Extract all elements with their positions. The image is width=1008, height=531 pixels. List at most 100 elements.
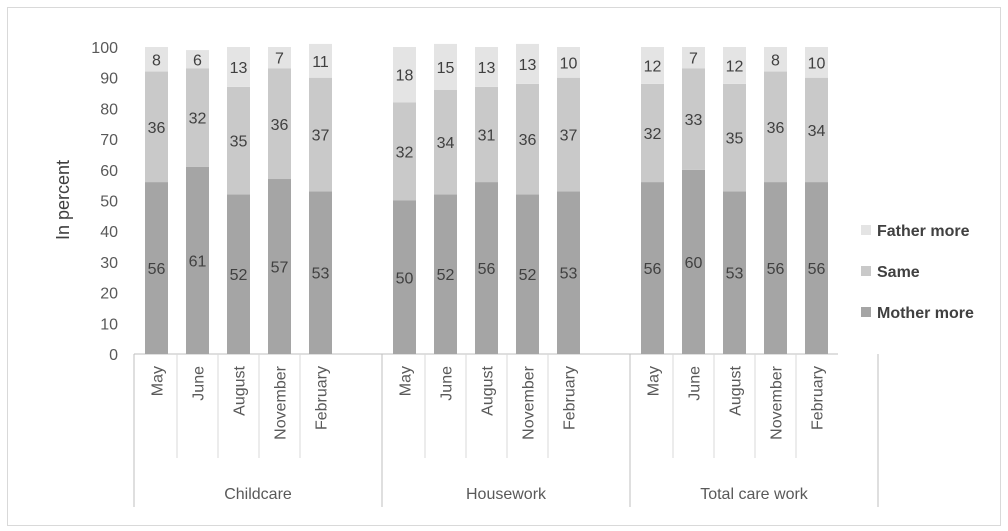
data-label: 31 <box>478 127 496 144</box>
data-label: 13 <box>519 57 537 74</box>
bar-segment-mother-more <box>557 191 580 354</box>
data-label: 12 <box>644 58 662 75</box>
data-label: 32 <box>189 111 207 128</box>
group-label: Housework <box>466 486 547 503</box>
data-label: 7 <box>275 51 284 68</box>
data-label: 57 <box>271 260 289 277</box>
data-label: 60 <box>685 255 703 272</box>
data-label: 11 <box>312 54 329 71</box>
bar-segment-mother-more <box>682 169 705 354</box>
group-label: Total care work <box>700 486 809 503</box>
data-label: 10 <box>808 55 826 72</box>
labels-layer: 56 36 8 May 61 32 6 June 52 35 13 August 57 36 7 Novemb… <box>148 51 827 503</box>
data-label: 18 <box>396 68 414 85</box>
data-label: 52 <box>519 267 537 284</box>
bar-segment-same <box>805 77 828 183</box>
legend-swatch <box>861 225 871 235</box>
bar-segment-father-more <box>434 43 457 90</box>
chart-frame <box>7 7 1001 526</box>
y-tick-label: 40 <box>100 224 118 241</box>
bar-segment-same <box>557 77 580 192</box>
data-label: 32 <box>396 144 414 161</box>
data-label: 6 <box>193 52 202 69</box>
data-label: 15 <box>437 60 455 77</box>
legend-swatch <box>861 307 871 317</box>
data-label: 36 <box>767 120 785 137</box>
category-label: February <box>562 366 579 430</box>
data-label: 56 <box>767 261 785 278</box>
category-label: May <box>398 366 415 396</box>
data-label: 34 <box>808 123 826 140</box>
bar-segment-same <box>145 71 168 183</box>
bar-segment-same <box>186 68 209 167</box>
category-label: June <box>687 366 704 401</box>
category-label: November <box>273 365 290 439</box>
bar-segment-same <box>475 86 498 183</box>
legend-label: Mother more <box>877 305 974 322</box>
y-tick-label: 60 <box>100 163 118 180</box>
legend-label: Father more <box>877 223 970 240</box>
category-label: November <box>521 365 538 439</box>
bar-segment-mother-more <box>516 194 539 354</box>
data-label: 52 <box>230 267 248 284</box>
legend: Father more Same Mother more <box>861 223 974 322</box>
bar-segment-father-more <box>268 47 291 69</box>
bars-layer <box>145 43 828 354</box>
data-label: 53 <box>560 266 578 283</box>
bar-segment-father-more <box>805 47 828 78</box>
bar-segment-father-more <box>145 47 168 72</box>
data-label: 52 <box>437 267 455 284</box>
data-label: 56 <box>808 261 826 278</box>
data-label: 8 <box>152 52 161 69</box>
legend-swatch <box>861 266 871 276</box>
bar-segment-same <box>723 83 746 192</box>
bar-segment-father-more <box>557 47 580 78</box>
bar-segment-father-more <box>764 47 787 72</box>
data-label: 37 <box>560 127 578 144</box>
bar-segment-father-more <box>227 47 250 87</box>
data-label: 33 <box>685 112 703 129</box>
bar-segment-mother-more <box>475 182 498 354</box>
category-label: May <box>646 366 663 396</box>
data-label: 35 <box>726 131 744 148</box>
data-label: 13 <box>478 60 496 77</box>
bar-segment-mother-more <box>186 166 209 354</box>
data-label: 32 <box>644 126 662 143</box>
bar-segment-father-more <box>641 47 664 84</box>
data-label: 10 <box>560 55 578 72</box>
category-label: August <box>232 365 249 415</box>
bar-segment-mother-more <box>393 200 416 354</box>
data-label: 50 <box>396 270 414 287</box>
data-label: 13 <box>230 60 248 77</box>
y-axis-title: In percent <box>53 160 73 240</box>
group-label: Childcare <box>224 486 292 503</box>
bar-segment-same <box>682 68 705 170</box>
data-label: 35 <box>230 134 248 151</box>
data-label: 37 <box>312 127 330 144</box>
data-label: 61 <box>189 253 207 270</box>
data-label: 12 <box>726 58 744 75</box>
bar-segment-same <box>764 71 787 183</box>
bar-segment-father-more <box>516 43 539 84</box>
bar-segment-same <box>393 102 416 201</box>
bar-segment-mother-more <box>268 179 291 354</box>
bar-segment-father-more <box>393 47 416 103</box>
category-label: August <box>728 365 745 415</box>
category-label: November <box>769 365 786 439</box>
y-tick-label: 70 <box>100 132 118 149</box>
data-label: 36 <box>148 120 166 137</box>
bar-segment-father-more <box>723 47 746 84</box>
bar-segment-same <box>641 83 664 183</box>
category-label: June <box>191 366 208 401</box>
y-tick-label: 90 <box>100 71 118 88</box>
y-tick-label: 0 <box>109 347 118 364</box>
y-tick-label: 10 <box>100 316 118 333</box>
bar-segment-mother-more <box>227 194 250 354</box>
bar-segment-mother-more <box>309 191 332 354</box>
category-label: February <box>314 366 331 430</box>
data-label: 34 <box>437 135 455 152</box>
bar-segment-same <box>516 83 539 195</box>
bar-segment-same <box>434 89 457 195</box>
bar-segment-mother-more <box>805 182 828 354</box>
y-tick-label: 20 <box>100 286 118 303</box>
